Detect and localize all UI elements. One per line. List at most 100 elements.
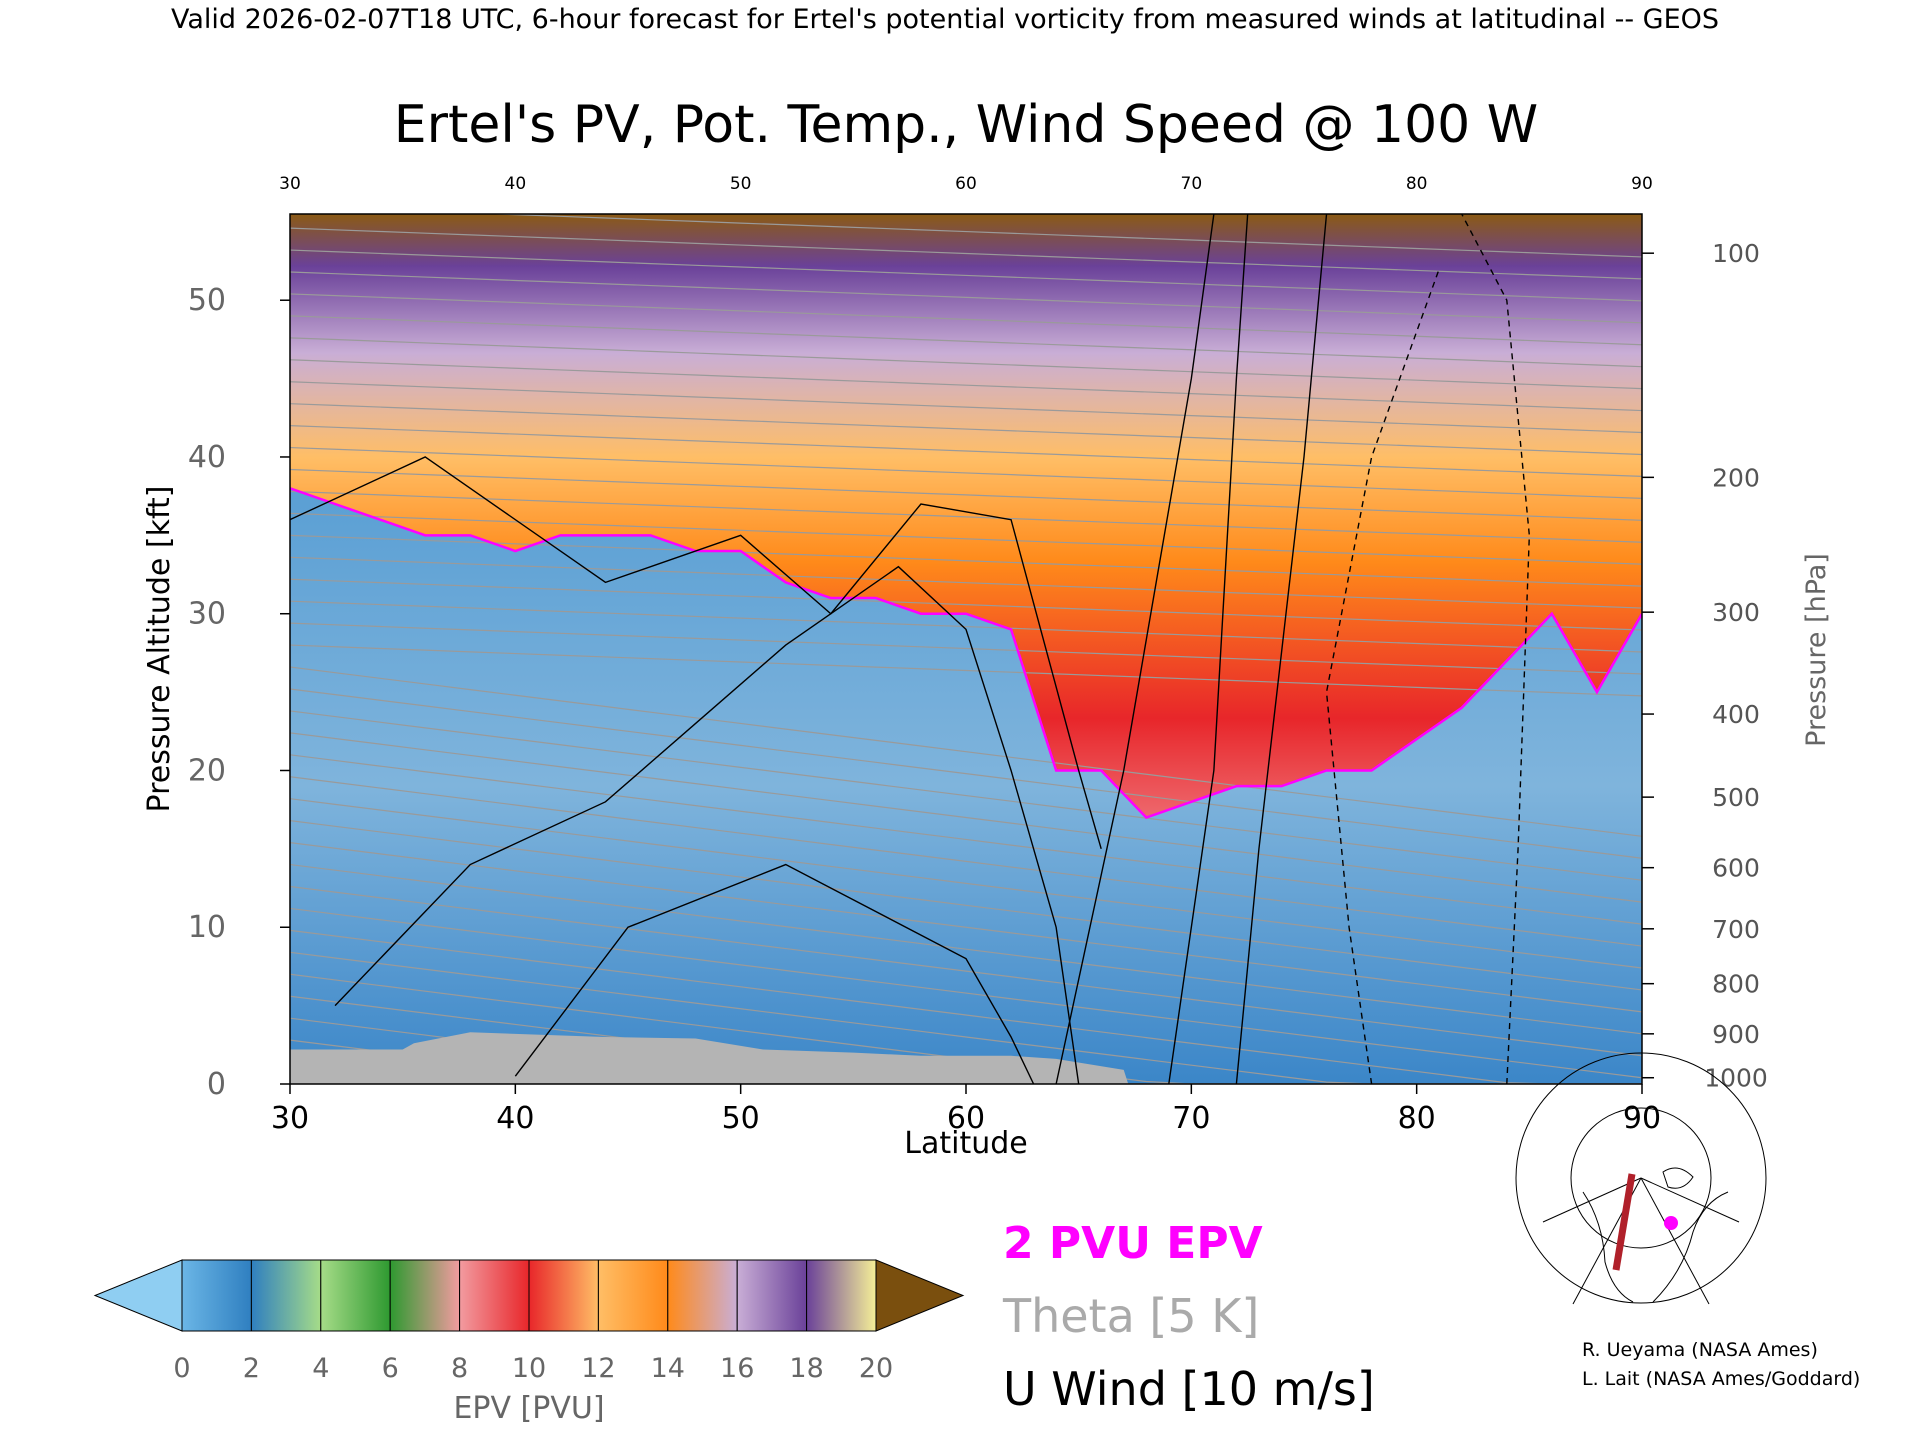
y-tick-label: 10 <box>188 910 226 945</box>
theta-line <box>290 578 1642 631</box>
u-wind-line <box>290 456 1102 850</box>
colorbar-tick-label: 4 <box>312 1353 329 1384</box>
theta-line <box>290 227 1642 280</box>
theta-line <box>290 315 1642 368</box>
theta-line <box>290 468 1642 521</box>
theta-line <box>290 754 1642 925</box>
legend-u-wind: U Wind [10 m/s] <box>1003 1362 1375 1416</box>
theta-line <box>290 425 1642 478</box>
colorbar-tick-label: 8 <box>451 1353 468 1384</box>
theta-line <box>290 907 1642 1079</box>
theta-line <box>290 359 1642 412</box>
theta-line <box>290 688 1642 859</box>
colorbar: 0 2 4 6 8 10 12 14 16 18 20 EPV [PVU] <box>93 1259 965 1426</box>
colorbar-segment <box>389 1259 461 1332</box>
pressure-tick-label: 600 <box>1712 854 1760 883</box>
colorbar-segment <box>736 1259 808 1332</box>
x-axis: 30 30 40 40 50 50 60 60 70 70 80 80 90 90 <box>271 174 1661 1136</box>
theta-line <box>290 556 1642 609</box>
pressure-axis: 100 200 300 400 500 600 700 800 900 1000 <box>1642 239 1768 1093</box>
colorbar-tick-label: 0 <box>173 1353 190 1384</box>
x-tick-label-top: 70 <box>1181 174 1203 194</box>
pressure-axis-label: Pressure [hPa] <box>1801 553 1832 747</box>
colorbar-segment <box>597 1259 669 1332</box>
pressure-tick-label: 700 <box>1712 915 1760 944</box>
colorbar-segment <box>320 1259 391 1332</box>
theta-line <box>290 929 1642 1084</box>
colorbar-tick-label: 18 <box>789 1353 823 1384</box>
pressure-tick-label: 1000 <box>1704 1064 1768 1093</box>
colorbar-segment <box>667 1259 738 1332</box>
legend-2pvu: 2 PVU EPV <box>1003 1218 1263 1269</box>
theta-line <box>290 271 1642 324</box>
x-tick-label: 90 <box>1623 1101 1661 1136</box>
theta-line <box>290 863 1642 1035</box>
legend-theta: Theta [5 K] <box>1002 1289 1259 1343</box>
x-tick-label-top: 40 <box>505 174 527 194</box>
colorbar-under-arrow <box>93 1259 183 1332</box>
theta-line <box>290 951 1642 1084</box>
x-axis-label: Latitude <box>904 1126 1027 1161</box>
theta-line <box>290 446 1642 499</box>
x-tick-label-top: 50 <box>730 174 752 194</box>
colorbar-segment <box>181 1259 252 1332</box>
pressure-tick-label: 300 <box>1712 598 1760 627</box>
u-wind-contours <box>290 214 1531 1084</box>
u-wind-line <box>1168 214 1249 1084</box>
theta-line <box>290 403 1642 456</box>
u-wind-line <box>514 863 1035 1084</box>
theta-line <box>290 534 1642 587</box>
x-tick-label: 50 <box>722 1101 760 1136</box>
y-axis: 0 10 20 30 40 50 <box>188 283 290 1102</box>
theta-line <box>290 885 1642 1057</box>
theta-line <box>290 644 1642 697</box>
x-tick-label-top: 60 <box>955 174 977 194</box>
colorbar-label: EPV [PVU] <box>453 1391 604 1426</box>
y-tick-label: 0 <box>207 1067 226 1102</box>
chart-title: Ertel's PV, Pot. Temp., Wind Speed @ 100… <box>394 95 1538 155</box>
pressure-tick-label: 200 <box>1712 463 1760 492</box>
theta-line <box>290 798 1642 969</box>
colorbar-tick-label: 10 <box>512 1353 546 1384</box>
2pvu-contour <box>290 487 1642 819</box>
colorbar-tick-label: 2 <box>243 1353 260 1384</box>
legend: 2 PVU EPV Theta [5 K] U Wind [10 m/s] <box>1002 1218 1375 1416</box>
u-wind-line <box>334 565 1080 1084</box>
pressure-tick-label: 100 <box>1712 239 1760 268</box>
theta-line <box>290 710 1642 881</box>
colorbar-tick-label: 16 <box>720 1353 754 1384</box>
x-tick-label: 60 <box>947 1101 985 1136</box>
colorbar-tick-label: 14 <box>651 1353 685 1384</box>
terrain <box>290 1032 1129 1084</box>
colorbar-segment <box>250 1259 322 1332</box>
theta-line <box>290 666 1642 837</box>
theta-line <box>290 622 1642 675</box>
colorbar-over-arrow <box>875 1259 965 1332</box>
theta-line <box>290 512 1642 565</box>
y-tick-label: 30 <box>188 597 226 632</box>
u-wind-line <box>1235 214 1328 1084</box>
location-map <box>1515 1052 1767 1305</box>
theta-line <box>290 490 1642 543</box>
x-tick-label: 80 <box>1398 1101 1436 1136</box>
theta-line <box>290 776 1642 947</box>
troposphere-fill <box>290 488 1642 1084</box>
credit-line-1: R. Ueyama (NASA Ames) <box>1582 1339 1818 1361</box>
x-tick-label-top: 80 <box>1406 174 1428 194</box>
pressure-tick-label: 500 <box>1712 783 1760 812</box>
x-tick-label-top: 30 <box>279 174 301 194</box>
pressure-tick-label: 400 <box>1712 700 1760 729</box>
y-tick-label: 40 <box>188 440 226 475</box>
u-wind-negative-line <box>1461 214 1531 1084</box>
pressure-tick-label: 800 <box>1712 970 1760 999</box>
theta-contours <box>290 214 1642 1084</box>
colorbar-segment <box>806 1259 877 1332</box>
colorbar-tick-label: 20 <box>859 1353 893 1384</box>
colorbar-tick-label: 6 <box>382 1353 399 1384</box>
theta-line <box>290 820 1642 991</box>
x-tick-label: 40 <box>496 1101 534 1136</box>
theta-line <box>290 732 1642 903</box>
theta-line <box>290 600 1642 653</box>
y-axis-label: Pressure Altitude [kft] <box>142 486 177 813</box>
